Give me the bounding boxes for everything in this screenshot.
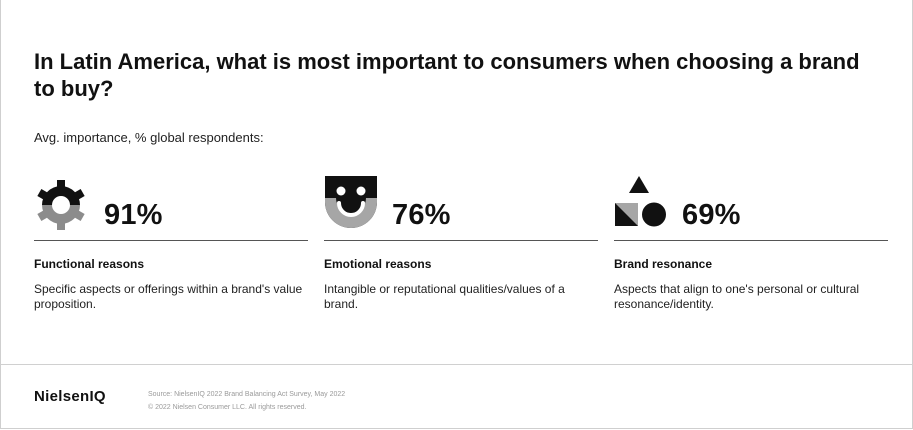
- brand-logo: NielsenIQ: [34, 388, 106, 405]
- category-label-emotional: Emotional reasons: [324, 257, 432, 271]
- value-label-functional: 91%: [104, 199, 163, 231]
- source-note: Source: NielsenIQ 2022 Brand Balancing A…: [148, 388, 345, 414]
- smiley-face-icon: [325, 176, 377, 228]
- value-label-emotional: 76%: [392, 199, 451, 231]
- stat-card-functional: 91% Functional reasons Specific aspects …: [34, 172, 308, 322]
- category-description-functional: Specific aspects or offerings within a b…: [34, 282, 303, 311]
- value-label-brand-resonance: 69%: [682, 199, 741, 231]
- divider-line: [34, 240, 308, 241]
- category-description-emotional: Intangible or reputational qualities/val…: [324, 282, 565, 311]
- category-label-brand-resonance: Brand resonance: [614, 257, 713, 271]
- chart-subtitle: Avg. importance, % global respondents:: [34, 130, 264, 145]
- gear-icon: [37, 180, 85, 230]
- stat-card-brand-resonance: 69% Brand resonance Aspects that align t…: [614, 172, 888, 322]
- stat-card-emotional: 76% Emotional reasons Intangible or repu…: [324, 172, 598, 322]
- category-label-functional: Functional reasons: [34, 257, 145, 271]
- category-description-brand-resonance: Aspects that align to one's personal or …: [614, 282, 860, 311]
- copyright-text: © 2022 Nielsen Consumer LLC. All rights …: [148, 404, 307, 411]
- source-text: Source: NielsenIQ 2022 Brand Balancing A…: [148, 391, 346, 398]
- chart-title: In Latin America, what is most important…: [34, 49, 860, 101]
- shapes-icon: [615, 176, 666, 227]
- footer-divider: [0, 364, 913, 365]
- divider-line: [614, 240, 888, 241]
- divider-line: [324, 240, 598, 241]
